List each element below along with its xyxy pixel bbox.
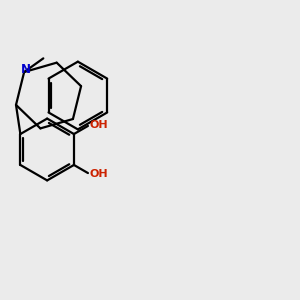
Text: OH: OH — [89, 169, 108, 178]
Text: N: N — [21, 63, 31, 76]
Text: OH: OH — [89, 120, 108, 130]
